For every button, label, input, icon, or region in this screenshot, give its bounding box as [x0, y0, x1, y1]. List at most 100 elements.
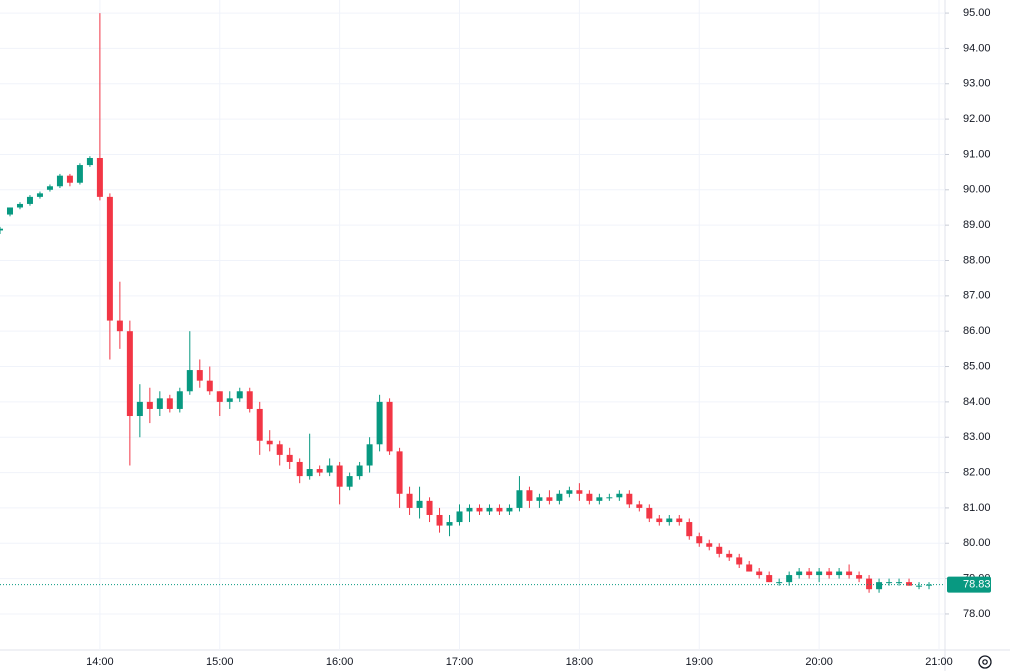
candle-body: [576, 490, 583, 494]
candle-body: [556, 493, 563, 501]
candle-body: [116, 320, 123, 332]
y-tick-label: 88.00: [963, 254, 991, 266]
candle-body: [796, 571, 803, 576]
candle-body: [66, 175, 73, 183]
candle-body: [166, 398, 173, 409]
y-tick-label: 78.00: [963, 608, 991, 620]
candle-body: [666, 518, 673, 523]
y-tick-label: 86.00: [963, 325, 991, 337]
candle-body: [36, 193, 43, 197]
candle-body: [626, 493, 633, 505]
x-tick-label: 21:00: [925, 656, 953, 668]
candle-body: [546, 497, 553, 501]
candle-body: [736, 557, 743, 565]
candle-body: [516, 490, 523, 508]
candle-body: [46, 186, 53, 190]
candle-body: [426, 500, 433, 515]
candle-body: [456, 511, 463, 523]
candle-body: [856, 575, 863, 579]
candle-body: [366, 444, 373, 466]
candle-body: [396, 451, 403, 494]
candle-body: [286, 454, 293, 462]
candle-body: [136, 401, 143, 417]
settings-hub[interactable]: [982, 659, 988, 665]
last-price-label: 78.83: [963, 579, 991, 591]
candle-body: [236, 391, 243, 399]
candle-body: [926, 584, 933, 586]
candle-body: [126, 331, 133, 417]
candle-body: [886, 582, 893, 584]
candle-body: [806, 571, 813, 576]
candle-body: [566, 490, 573, 494]
x-tick-label: 20:00: [805, 656, 833, 668]
candle-body: [416, 500, 423, 508]
candle-body: [206, 380, 213, 392]
candle-body: [306, 469, 313, 477]
candle-body: [506, 507, 513, 512]
candle-body: [466, 507, 473, 512]
candle-body: [256, 408, 263, 441]
candle-body: [296, 461, 303, 477]
y-tick-label: 80.00: [963, 537, 991, 549]
candle-body: [446, 522, 453, 526]
candle-body: [346, 476, 353, 487]
candle-body: [216, 391, 223, 402]
candle-body: [266, 440, 273, 445]
candle-body: [146, 401, 153, 409]
candle-body: [826, 571, 833, 576]
candle-body: [876, 582, 883, 590]
x-tick-label: 14:00: [86, 656, 114, 668]
candle-body: [16, 203, 23, 208]
candle-body: [96, 157, 103, 197]
y-tick-label: 89.00: [963, 219, 991, 231]
candle-body: [766, 575, 773, 583]
y-tick-label: 81.00: [963, 502, 991, 514]
candle-body: [746, 564, 753, 572]
candle-body: [676, 518, 683, 523]
candle-body: [6, 207, 13, 215]
candle-body: [726, 553, 733, 558]
candle-body: [376, 401, 383, 445]
candle-body: [276, 444, 283, 455]
y-tick-label: 94.00: [963, 42, 991, 54]
candle-body: [846, 571, 853, 576]
candle-body: [106, 196, 113, 321]
candle-body: [686, 522, 693, 537]
candle-body: [336, 465, 343, 487]
candle-body: [816, 571, 823, 576]
candle-body: [706, 543, 713, 547]
candle-body: [536, 497, 543, 501]
candle-body: [896, 582, 903, 584]
candle-body: [646, 507, 653, 519]
candle-body: [486, 507, 493, 512]
y-tick-label: 85.00: [963, 360, 991, 372]
x-tick-label: 19:00: [685, 656, 713, 668]
candle-body: [386, 401, 393, 452]
candle-body: [156, 398, 163, 409]
settings-icon[interactable]: [978, 655, 992, 669]
x-tick-label: 15:00: [206, 656, 234, 668]
y-tick-label: 95.00: [963, 7, 991, 19]
candle-body: [326, 465, 333, 473]
x-tick-label: 16:00: [326, 656, 354, 668]
candle-body: [596, 497, 603, 501]
candle-body: [476, 507, 483, 512]
candle-body: [836, 571, 843, 576]
candle-body: [186, 370, 193, 392]
candle-body: [916, 585, 923, 587]
candle-body: [26, 196, 33, 204]
y-tick-label: 91.00: [963, 148, 991, 160]
y-tick-label: 87.00: [963, 290, 991, 302]
candle-body: [616, 493, 623, 498]
candle-body: [226, 398, 233, 402]
last-price-tag: [947, 576, 991, 593]
candle-body: [56, 175, 63, 187]
candle-body: [696, 536, 703, 544]
candle-body: [656, 518, 663, 523]
candle-body: [436, 514, 443, 526]
x-tick-label: 18:00: [566, 656, 594, 668]
settings-ring[interactable]: [978, 655, 992, 669]
